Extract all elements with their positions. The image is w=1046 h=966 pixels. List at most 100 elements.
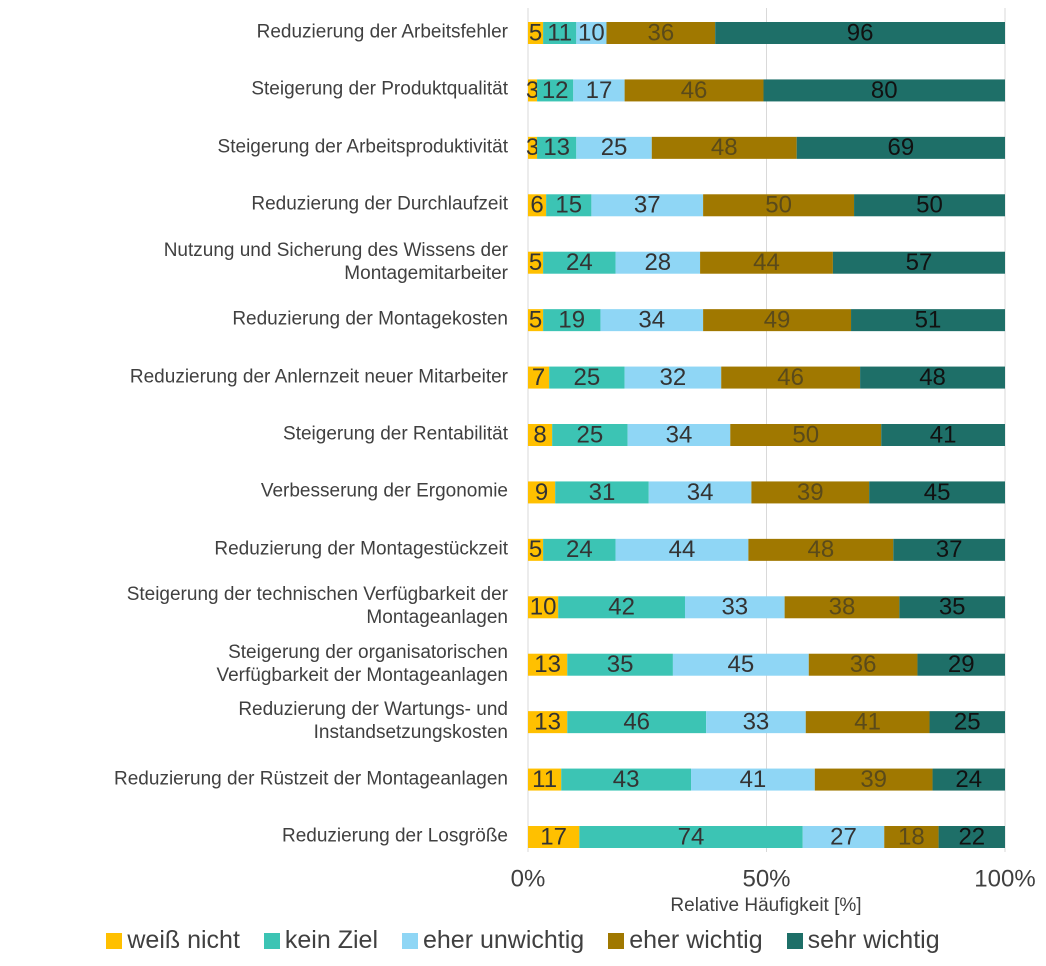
data-label: 17 (586, 77, 613, 104)
bar-segment (706, 711, 806, 734)
data-label: 19 (558, 306, 585, 333)
category-label: Steigerung der Produktqualität (251, 79, 508, 101)
data-label: 12 (542, 77, 569, 104)
data-label: 11 (547, 19, 572, 46)
data-label: 48 (807, 536, 834, 563)
data-label: 74 (678, 823, 705, 850)
bar-segment (881, 424, 1005, 446)
data-label: 24 (955, 766, 982, 793)
bar-segment (851, 309, 1005, 332)
data-label: 46 (681, 77, 708, 104)
data-label: 35 (939, 594, 966, 621)
data-label: 44 (669, 536, 696, 563)
data-label: 48 (919, 364, 946, 391)
bar-segment (543, 251, 616, 274)
data-label: 38 (829, 594, 856, 621)
bar-segment (528, 596, 559, 619)
legend-item: kein Ziel (263, 926, 378, 955)
data-label: 45 (727, 651, 754, 678)
data-label: 8 (533, 421, 546, 448)
bar-segment (528, 22, 544, 44)
bar-segment (561, 768, 692, 791)
bar-segment (537, 136, 577, 159)
bar-segment (893, 538, 1005, 561)
bar-segment (528, 826, 580, 848)
data-label: 13 (534, 651, 561, 678)
bar-segment (899, 596, 1005, 619)
bar-segment (528, 538, 544, 561)
data-label: 50 (916, 192, 943, 219)
data-label: 34 (638, 306, 665, 333)
data-label: 41 (740, 766, 767, 793)
bar-segment (751, 481, 870, 504)
x-tick-label: 50% (742, 865, 790, 892)
bar-segment (567, 653, 673, 676)
bar-segment (860, 366, 1005, 389)
data-label: 24 (566, 249, 593, 276)
bar-segment (552, 424, 628, 446)
legend-swatch (263, 932, 280, 949)
x-axis-label: Relative Häufigkeit [%] (670, 895, 861, 916)
category-label: Reduzierung der Arbeitsfehler (256, 21, 508, 43)
data-label: 6 (530, 192, 543, 219)
data-label: 15 (555, 192, 582, 219)
category-label: Steigerung der technischen Verfügbarkeit… (126, 584, 508, 629)
data-label: 36 (647, 19, 674, 46)
data-label: 48 (711, 134, 738, 161)
data-label: 7 (532, 364, 545, 391)
data-label: 51 (915, 306, 942, 333)
data-label: 39 (797, 479, 824, 506)
category-label: Steigerung der organisatorischen Verfügb… (216, 641, 508, 686)
category-label: Reduzierung der Montagestückzeit (214, 538, 508, 560)
category-label: Reduzierung der Losgröße (281, 825, 508, 847)
category-label: Reduzierung der Anlernzeit neuer Mitarbe… (129, 366, 508, 388)
data-label: 28 (644, 249, 671, 276)
bar-segment (703, 309, 852, 332)
data-label: 45 (924, 479, 951, 506)
category-label: Steigerung der Rentabilität (283, 423, 508, 445)
data-label: 32 (660, 364, 687, 391)
bar-segment (576, 22, 607, 44)
bar-segment (555, 481, 649, 504)
data-label: 37 (634, 192, 661, 219)
bar-segment (917, 653, 1005, 676)
bar-segment (543, 538, 616, 561)
legend-label: eher unwichtig (423, 926, 585, 954)
data-label: 17 (540, 823, 567, 850)
legend-swatch (106, 932, 123, 949)
bar-segment (884, 826, 939, 848)
bar-segment (684, 596, 785, 619)
category-label: Verbesserung der Ergonomie (260, 481, 508, 503)
data-label: 46 (623, 708, 650, 735)
bar-segment (627, 424, 731, 446)
legend-swatch (402, 932, 418, 949)
data-label: 13 (534, 708, 561, 735)
legend-item: eher unwichtig (402, 926, 584, 955)
data-label: 29 (948, 651, 975, 678)
category-label: Reduzierung der Wartungs- und Instandset… (238, 699, 508, 744)
bar-segment (528, 309, 544, 332)
data-label: 10 (578, 19, 605, 46)
legend: weiß nicht kein Ziel eher unwichtig eher wi… (0, 926, 1046, 955)
legend-item: sehr wichtig (786, 926, 940, 955)
bar-segment (854, 194, 1005, 217)
bar-segment (528, 768, 562, 791)
data-label: 49 (764, 306, 791, 333)
bar-segment (784, 596, 900, 619)
bar-segment (832, 251, 1005, 274)
bar-segment (796, 136, 1005, 159)
data-label: 41 (854, 708, 881, 735)
data-label: 22 (958, 823, 985, 850)
x-tick-label: 100% (974, 865, 1035, 892)
bar-segment (528, 653, 568, 676)
legend-label: sehr wichtig (807, 926, 940, 954)
bar-segment (528, 79, 538, 102)
bar-segment (763, 79, 1005, 102)
legend-item: eher wichtig (608, 926, 763, 955)
category-label: Steigerung der Arbeitsproduktivität (217, 136, 508, 158)
data-label: 5 (529, 306, 542, 333)
category-label: Reduzierung der Rüstzeit der Montageanla… (114, 768, 508, 790)
bar-segment (528, 366, 550, 389)
data-label: 13 (543, 134, 570, 161)
bar-segment (576, 136, 652, 159)
